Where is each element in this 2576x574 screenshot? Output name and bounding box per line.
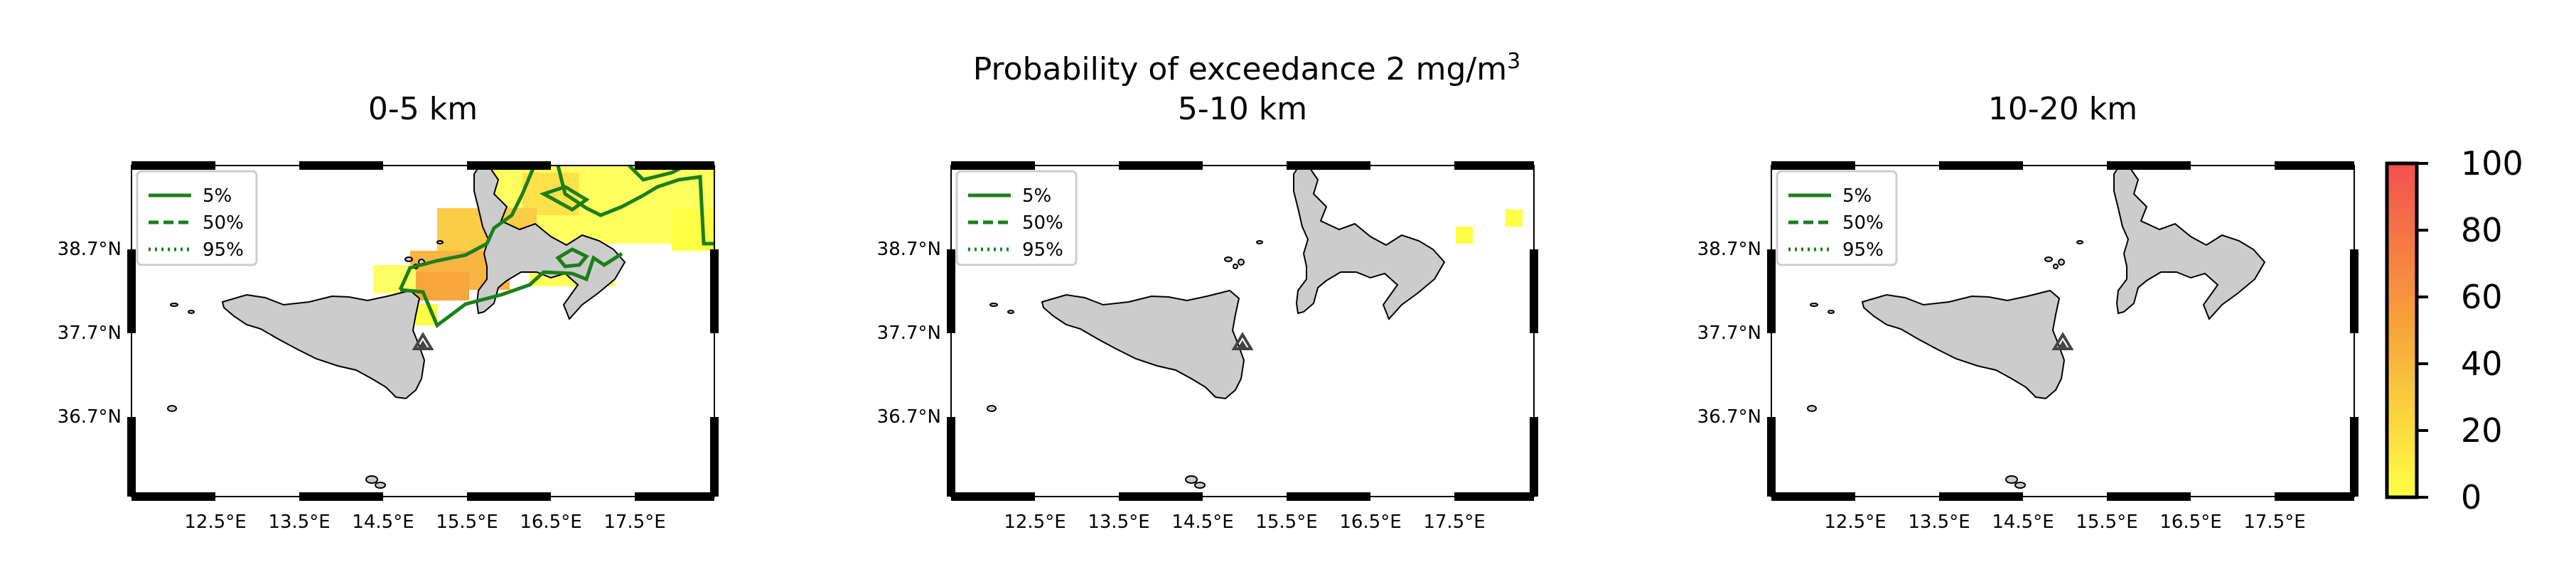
- figure-title: Probability of exceedance 2 mg/m3: [973, 49, 1520, 87]
- lon-tick-label: 17.5°E: [1423, 511, 1485, 533]
- colorbar-tick-label: 100: [2461, 144, 2523, 183]
- legend-label: 50%: [1842, 212, 1884, 234]
- lat-tick-label: 37.7°N: [877, 323, 941, 344]
- panel-title: 0-5 km: [368, 91, 478, 127]
- colorbar-tick-label: 40: [2461, 345, 2503, 383]
- legend-label: 95%: [1842, 239, 1884, 261]
- colorbar-tick-label: 60: [2461, 278, 2503, 316]
- legend-label: 50%: [203, 212, 244, 234]
- contour-legend: 5% 50% 95%: [136, 170, 258, 266]
- legend-label: 50%: [1022, 212, 1063, 234]
- lon-tick-label: 14.5°E: [1992, 511, 2054, 533]
- legend-label: 5%: [1842, 185, 1872, 207]
- lat-tick-label: 36.7°N: [1697, 406, 1761, 428]
- lon-tick-label: 16.5°E: [1339, 511, 1401, 533]
- legend-label: 5%: [203, 185, 232, 207]
- lat-tick-label: 38.7°N: [58, 239, 122, 260]
- legend-label: 95%: [203, 239, 244, 261]
- legend-label: 95%: [1022, 239, 1063, 261]
- panel-title: 10-20 km: [1988, 91, 2137, 127]
- panel-title: 5-10 km: [1178, 91, 1307, 127]
- colorbar: 100 80 60 40 20 0: [2385, 144, 2523, 516]
- lon-tick-label: 16.5°E: [520, 511, 581, 533]
- lon-tick-label: 12.5°E: [1824, 511, 1886, 533]
- colorbar-tick-label: 20: [2461, 411, 2503, 450]
- colorbar-tick-label: 80: [2461, 211, 2503, 249]
- map-decorations-0: 12.5°E 13.5°E 14.5°E 15.5°E 16.5°E 17.5°E 38.7…: [58, 161, 719, 533]
- lon-tick-label: 16.5°E: [2159, 511, 2221, 533]
- contour-5pct: [398, 163, 714, 328]
- map-decorations-2: 12.5°E 13.5°E 14.5°E 15.5°E 16.5°E 17.5°E 38.7…: [1697, 161, 2358, 533]
- lat-tick-label: 37.7°N: [1697, 323, 1761, 344]
- lat-tick-label: 36.7°N: [877, 406, 941, 428]
- lon-tick-label: 15.5°E: [436, 511, 498, 533]
- lat-tick-label: 36.7°N: [58, 406, 122, 428]
- map-panel-10-20km: 10-20 km: [1771, 91, 2355, 497]
- map-panel-5-10km: 5-10 km: [950, 91, 1535, 497]
- lon-tick-label: 13.5°E: [1908, 511, 1970, 533]
- lon-tick-label: 13.5°E: [1088, 511, 1149, 533]
- contour-legend: 5% 50% 95%: [1776, 170, 1898, 266]
- lon-tick-label: 17.5°E: [2243, 511, 2305, 533]
- lon-tick-label: 14.5°E: [352, 511, 414, 533]
- lat-tick-label: 38.7°N: [877, 239, 941, 260]
- lon-tick-label: 15.5°E: [1255, 511, 1317, 533]
- lon-tick-label: 17.5°E: [603, 511, 665, 533]
- probability-field: [1456, 210, 1523, 244]
- lon-tick-label: 12.5°E: [184, 511, 246, 533]
- map-decorations-1: 12.5°E 13.5°E 14.5°E 15.5°E 16.5°E 17.5°E 38.7…: [877, 161, 1538, 533]
- legend-label: 5%: [1022, 185, 1051, 207]
- lat-tick-label: 37.7°N: [58, 323, 122, 344]
- lon-tick-label: 15.5°E: [2076, 511, 2137, 533]
- lon-tick-label: 14.5°E: [1171, 511, 1233, 533]
- lat-tick-label: 38.7°N: [1697, 239, 1761, 260]
- map-panel-0-5km: 0-5 km: [131, 91, 715, 497]
- lon-tick-label: 12.5°E: [1004, 511, 1066, 533]
- lon-tick-label: 13.5°E: [268, 511, 330, 533]
- contour-legend: 5% 50% 95%: [955, 170, 1078, 266]
- colorbar-tick-label: 0: [2461, 478, 2481, 516]
